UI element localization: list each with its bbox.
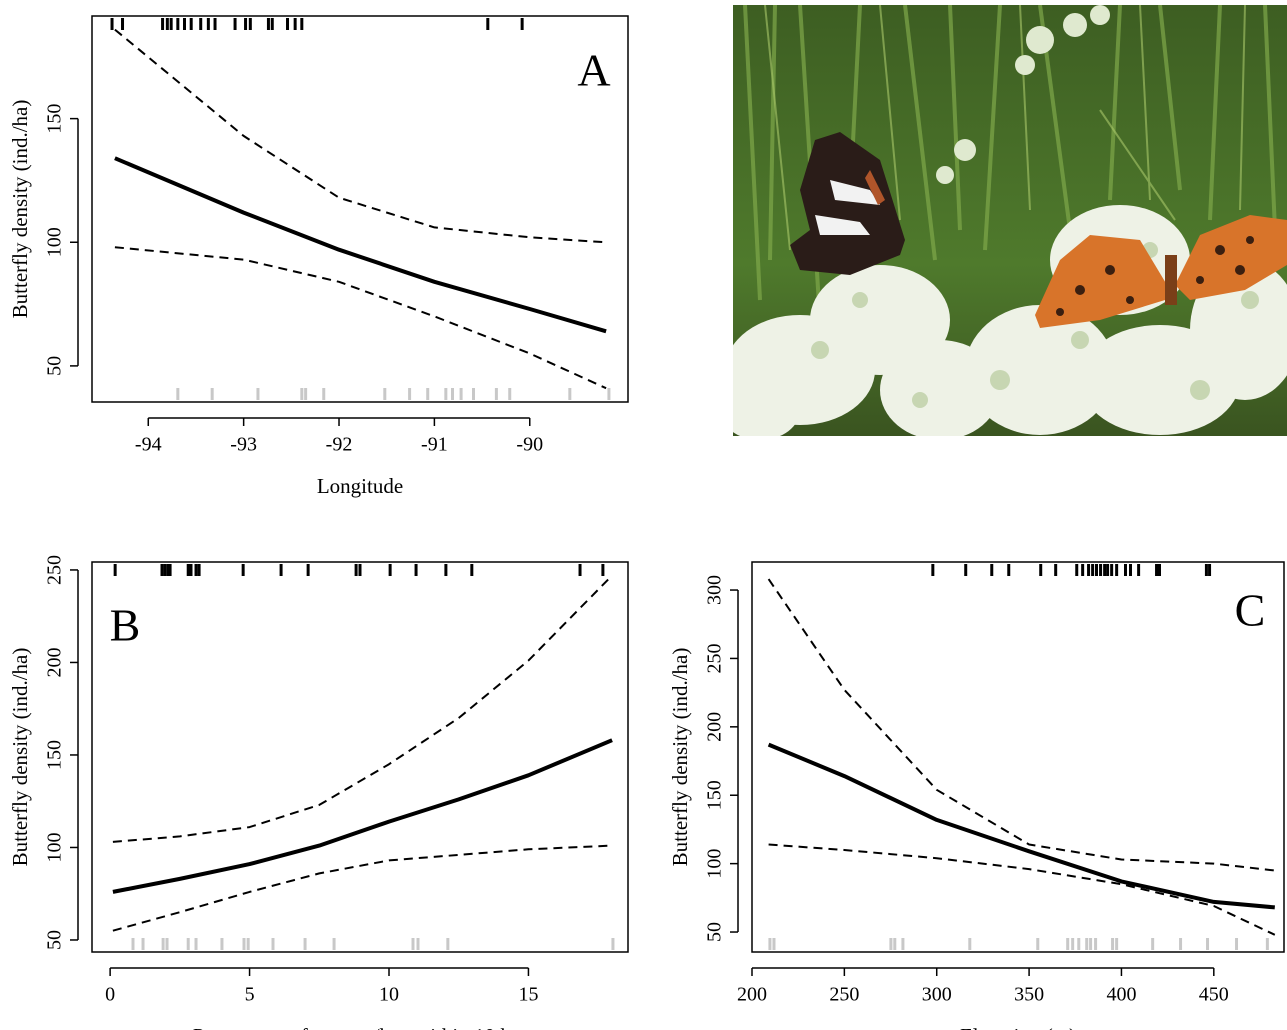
curve <box>115 30 606 243</box>
curve <box>115 158 606 331</box>
x-tick-label: 300 <box>922 984 952 1006</box>
x-axis-label: Longitude <box>317 474 403 498</box>
x-tick-label: -92 <box>326 434 353 456</box>
panel-label: C <box>1235 585 1266 636</box>
y-tick-label: 150 <box>704 780 726 810</box>
figure: 50100150-94-93-92-91-90LongitudeButterfl… <box>0 0 1287 1030</box>
plot-frame <box>752 562 1284 952</box>
curve <box>113 740 612 892</box>
x-tick-label: -94 <box>135 434 162 456</box>
x-tick-label: 350 <box>1014 984 1044 1006</box>
y-axis-label: Butterfly density (ind./ha) <box>8 100 32 319</box>
panel-label: A <box>577 45 610 96</box>
y-tick-label: 50 <box>44 930 66 950</box>
x-axis-label: Percentage of pasture/hay within 10 km <box>193 1024 527 1030</box>
curve <box>113 846 612 931</box>
y-tick-label: 150 <box>44 740 66 770</box>
y-tick-label: 150 <box>44 104 66 134</box>
panel-label: B <box>110 600 141 651</box>
x-tick-label: 200 <box>737 984 767 1006</box>
y-tick-label: 250 <box>44 555 66 585</box>
x-tick-label: 15 <box>518 984 538 1006</box>
curve <box>769 579 1275 870</box>
curve <box>769 845 1275 935</box>
y-tick-label: 200 <box>44 647 66 677</box>
y-tick-label: 300 <box>704 575 726 605</box>
y-tick-label: 250 <box>704 643 726 673</box>
curve <box>113 576 612 842</box>
y-tick-label: 100 <box>704 849 726 879</box>
x-tick-label: -93 <box>230 434 257 456</box>
x-axis-label: Elevation (m) <box>960 1024 1076 1030</box>
photo <box>720 5 1287 440</box>
x-tick-label: 10 <box>379 984 399 1006</box>
curve <box>769 745 1275 908</box>
plot-frame <box>92 562 628 952</box>
plot-frame <box>92 16 628 402</box>
y-tick-label: 50 <box>44 356 66 376</box>
x-tick-label: -90 <box>516 434 543 456</box>
x-tick-label: 400 <box>1106 984 1136 1006</box>
x-tick-label: 450 <box>1199 984 1229 1006</box>
y-axis-label: Butterfly density (ind./ha) <box>668 648 692 867</box>
x-tick-label: 0 <box>105 984 115 1006</box>
y-tick-label: 100 <box>44 227 66 257</box>
y-tick-label: 100 <box>44 832 66 862</box>
x-tick-label: -91 <box>421 434 448 456</box>
y-tick-label: 200 <box>704 712 726 742</box>
y-tick-label: 50 <box>704 922 726 942</box>
x-tick-label: 250 <box>829 984 859 1006</box>
x-tick-label: 5 <box>245 984 255 1006</box>
curve <box>115 247 606 388</box>
y-axis-label: Butterfly density (ind./ha) <box>8 648 32 867</box>
